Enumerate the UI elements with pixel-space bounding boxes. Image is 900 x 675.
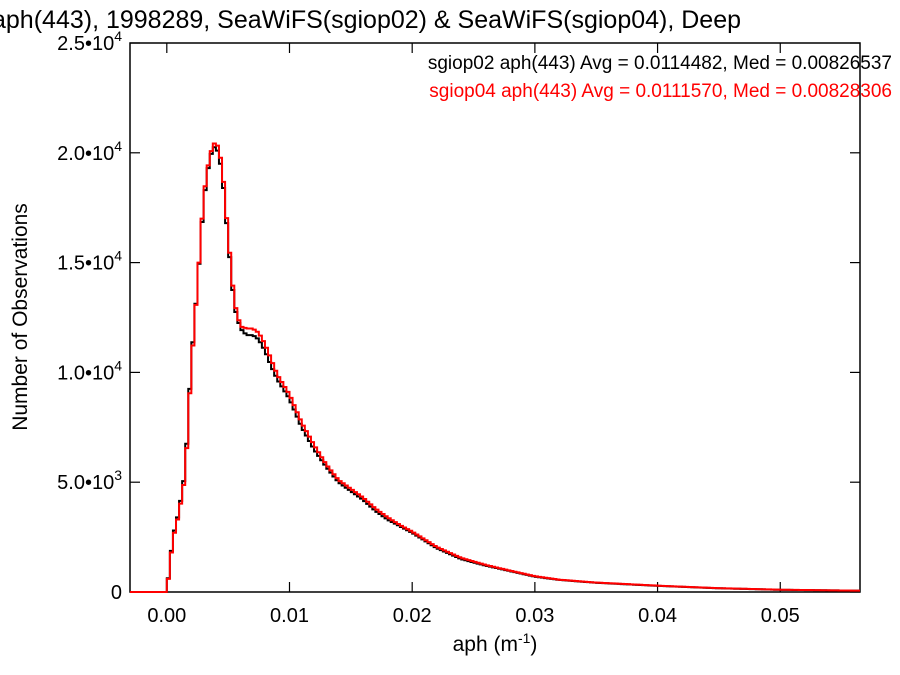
x-tick-label: 0.04 bbox=[638, 605, 677, 627]
y-tick-label: 2.5•104 bbox=[57, 28, 122, 55]
y-axis-label: Number of Observations bbox=[9, 203, 32, 431]
y-tick-label: 1.0•104 bbox=[57, 357, 122, 384]
y-tick-label-exponent: 4 bbox=[114, 248, 122, 264]
y-tick-label-mantissa: 2.5•10 bbox=[57, 33, 114, 55]
y-tick-label: 5.0•103 bbox=[57, 467, 122, 494]
y-tick-label: 1.5•104 bbox=[57, 248, 122, 275]
y-tick-label-mantissa: 1.5•10 bbox=[57, 253, 114, 275]
x-tick-label: 0.05 bbox=[761, 605, 800, 627]
y-tick-label-mantissa: 1.0•10 bbox=[57, 362, 114, 384]
x-tick-label: 0.01 bbox=[270, 605, 309, 627]
y-tick-label: 0 bbox=[111, 582, 122, 604]
y-tick-label-exponent: 4 bbox=[114, 28, 122, 44]
y-tick-label-mantissa: 2.0•10 bbox=[57, 143, 114, 165]
y-tick-label-mantissa: 5.0•10 bbox=[57, 472, 114, 494]
x-axis-ticks: 0.00 0.01 0.02 0.03 0.04 0.05 bbox=[147, 43, 800, 627]
x-axis-label-main: aph (m bbox=[453, 633, 518, 656]
x-axis-label: aph (m-1) bbox=[453, 630, 538, 656]
y-tick-label-exponent: 4 bbox=[114, 357, 122, 373]
histogram-series-sgiop04 bbox=[130, 142, 860, 593]
x-tick-label: 0.03 bbox=[515, 605, 554, 627]
x-axis-label-sup: -1 bbox=[518, 630, 531, 646]
plot-frame bbox=[129, 42, 861, 593]
y-tick-label-exponent: 4 bbox=[114, 138, 122, 154]
x-axis-label-close: ) bbox=[530, 633, 537, 656]
y-tick-label: 2.0•104 bbox=[57, 138, 122, 165]
y-tick-label-exponent: 3 bbox=[114, 467, 122, 483]
legend-entry-sgiop02: sgiop02 aph(443) Avg = 0.0114482, Med = … bbox=[428, 53, 892, 74]
y-tick-label-mantissa: 0 bbox=[111, 582, 122, 604]
series-layer bbox=[130, 142, 860, 593]
x-tick-label: 0.02 bbox=[393, 605, 432, 627]
legend-entry-sgiop04: sgiop04 aph(443) Avg = 0.0111570, Med = … bbox=[429, 81, 892, 102]
x-tick-label: 0.00 bbox=[147, 605, 186, 627]
chart-title: aph(443), 1998289, SeaWiFS(sgiop02) & Se… bbox=[0, 6, 741, 34]
